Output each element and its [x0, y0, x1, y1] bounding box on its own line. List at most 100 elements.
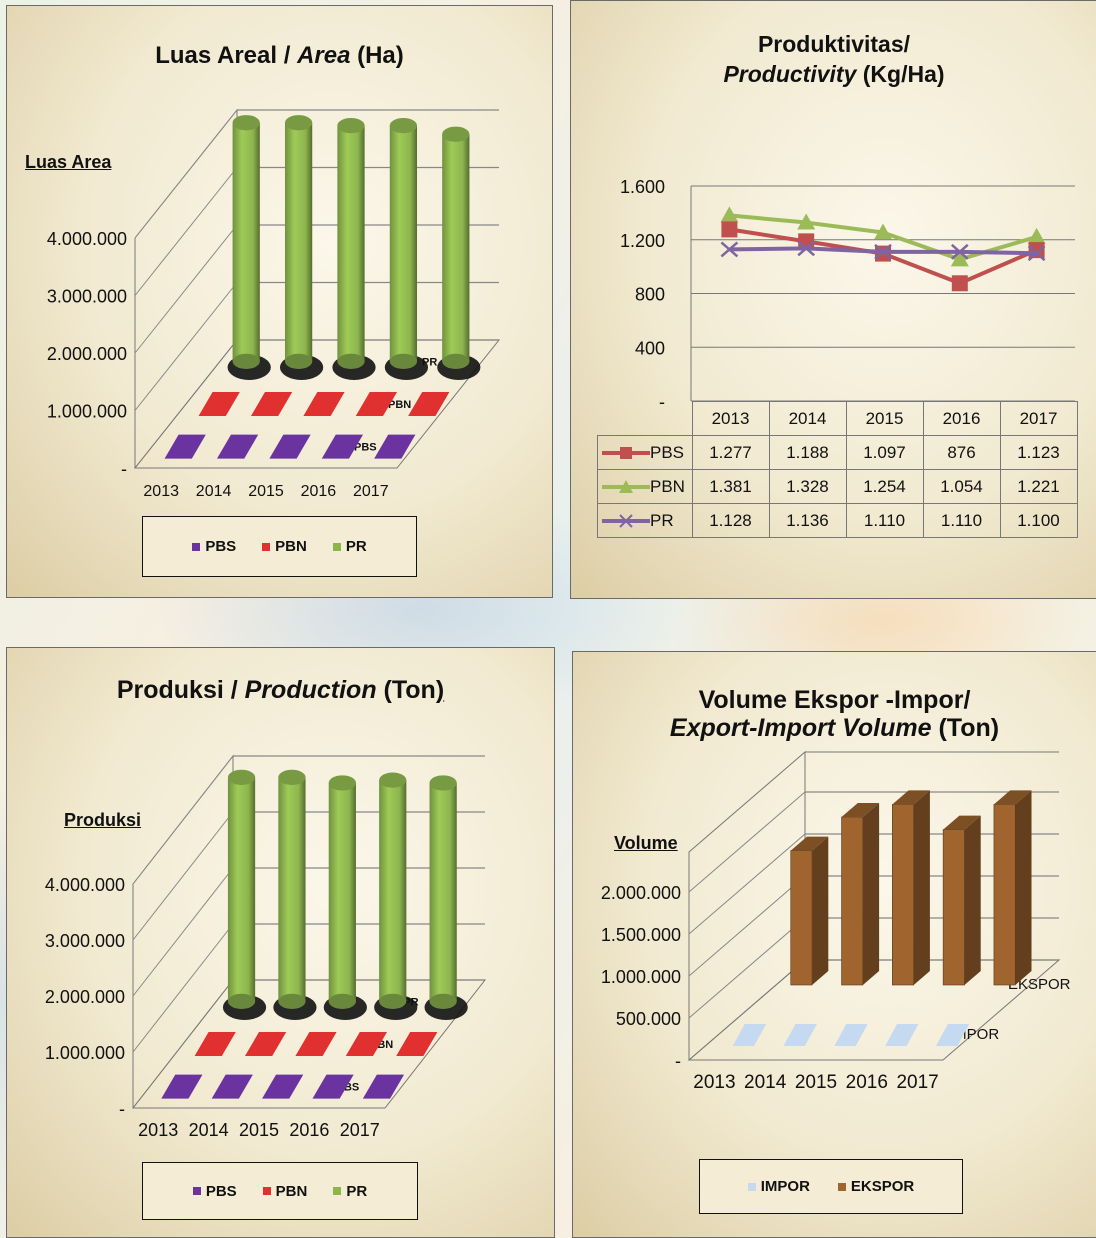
trade-3d-bar-chart: - 500.000 1.000.000 1.500.000 2.000.000 2013 2… [601, 750, 1071, 1093]
x-tick-label: 2014 [189, 1120, 229, 1140]
gridline-side [132, 755, 234, 885]
point-pr [950, 243, 969, 260]
y-tick-label: 1.200 [620, 231, 665, 251]
bar-pr [227, 777, 256, 1002]
bar-top [790, 836, 829, 851]
bar-top [232, 115, 260, 131]
bar-top [892, 790, 930, 805]
productivity-chart-panel: Produktivitas/ Productivity (Kg/Ha) - 400… [570, 0, 1096, 599]
gridline-side [132, 867, 234, 997]
bar-impor [885, 1024, 919, 1046]
x-tick-label: 2017 [896, 1072, 938, 1093]
gridline-side [688, 917, 806, 1019]
bar-pbs [262, 1074, 304, 1099]
bar-impor [834, 1024, 868, 1046]
legend-item-pbs: PBS [192, 1183, 237, 1200]
bar-ekspor [841, 816, 864, 986]
bar-pr [379, 780, 407, 1002]
y-tick-label: 2.000.000 [47, 344, 127, 364]
legend-item-pbs: PBS [192, 538, 236, 555]
side-wall [688, 750, 806, 1060]
bar-top [227, 769, 256, 785]
bar-pbn [408, 392, 450, 416]
x-tick-label: 2016 [289, 1120, 329, 1140]
bar-pbs [374, 434, 416, 459]
floor [133, 339, 501, 469]
bar-pr [442, 134, 470, 362]
x-tick-label: 2016 [846, 1072, 888, 1093]
bar-base [328, 993, 356, 1009]
bar-pbs [362, 1074, 405, 1099]
legend-swatch-ekspor [837, 1182, 846, 1191]
y-tick-label: 2.000.000 [45, 987, 125, 1007]
x-tick-label: 2017 [340, 1120, 380, 1140]
bar-top [943, 815, 981, 830]
y-tick-label: - [119, 1099, 125, 1119]
table-cell: 1.110 [922, 503, 1001, 538]
bar-pbn [355, 392, 398, 416]
bar-ekspor [790, 850, 813, 986]
pbs-line-marker-icon [602, 447, 650, 460]
bar-base [389, 353, 418, 369]
y-tick-label: 2.000.000 [601, 883, 681, 903]
bar-top [389, 117, 418, 134]
x-tick-label: 2013 [693, 1072, 735, 1093]
production-3d-bar-chart: - 1.000.000 2.000.000 3.000.000 4.000.000 201… [45, 754, 487, 1140]
depth-row-label: PBS [354, 442, 377, 454]
y-tick-label: - [121, 459, 127, 479]
bar-impor [732, 1024, 767, 1046]
point-pbs [721, 221, 738, 238]
table-row-pr: PR 1.128 1.136 1.110 1.110 1.100 [597, 503, 1078, 538]
production-chart-panel: Produksi / Production (Ton) Produksi - 1.… [6, 647, 555, 1238]
bar-ekspor [892, 804, 914, 986]
point-pr [874, 243, 892, 260]
x-tick-label: 2013 [138, 1120, 178, 1140]
bar-ekspor [993, 804, 1016, 986]
bar-side [1015, 790, 1032, 985]
bar-pbn [250, 392, 293, 416]
table-cell: 1.254 [845, 469, 924, 504]
floor [131, 979, 487, 1109]
bar-pr [429, 782, 457, 1002]
table-cell: 876 [922, 435, 1001, 470]
legend-item-ekspor: EKSPOR [837, 1178, 914, 1195]
bar-pbs [211, 1074, 253, 1099]
gridline-side [132, 811, 234, 941]
bar-base [429, 993, 457, 1009]
point-pbn [874, 223, 892, 240]
trade-chart-panel: Volume Ekspor -Impor/ Export-Import Volu… [572, 651, 1096, 1238]
gridline-side [688, 875, 806, 977]
y-tick-label: 1.000.000 [601, 967, 681, 987]
gridline-side [134, 109, 238, 239]
bar-pbs [164, 434, 206, 459]
point-pbn [797, 213, 816, 230]
table-key-pr: PR [597, 503, 693, 538]
legend-swatch-pbs [192, 542, 201, 551]
bar-top [993, 790, 1032, 805]
production-chart-title: Produksi / Production (Ton) [116, 676, 445, 704]
table-row-pbs: PBS 1.277 1.188 1.097 876 1.123 [597, 435, 1078, 470]
x-tick-label: 2013 [143, 483, 179, 500]
bar-pbn [244, 1032, 287, 1056]
bar-pbn [198, 392, 240, 416]
table-cell: 1.328 [768, 469, 847, 504]
productivity-chart-title: Produktivitas/ Productivity (Kg/Ha) [723, 31, 945, 87]
productivity-data-table: 2013 2014 2015 2016 2017 PBS 1.277 1.188… [597, 401, 1078, 538]
depth-row-label: EKSPOR [1008, 976, 1071, 993]
table-key-pbn: PBN [597, 469, 693, 504]
trade-chart-title: Volume Ekspor -Impor/ Export-Import Volu… [669, 686, 1000, 742]
bar-pbn [194, 1032, 236, 1056]
y-tick-label: 1.600 [620, 177, 665, 197]
bar-pr [284, 122, 313, 362]
bar-impor [935, 1024, 970, 1046]
x-tick-label: 2015 [248, 483, 284, 500]
bar-pbs [312, 1074, 354, 1099]
x-tick-label: 2017 [353, 483, 389, 500]
table-cell: 1.381 [691, 469, 770, 504]
x-tick-label: 2014 [744, 1072, 787, 1093]
bar-ekspor [942, 829, 965, 986]
point-pr [720, 241, 739, 258]
table-cell: 1.128 [691, 503, 770, 538]
bar-top [429, 775, 457, 791]
production-legend: PBS PBN PR [142, 1162, 418, 1220]
